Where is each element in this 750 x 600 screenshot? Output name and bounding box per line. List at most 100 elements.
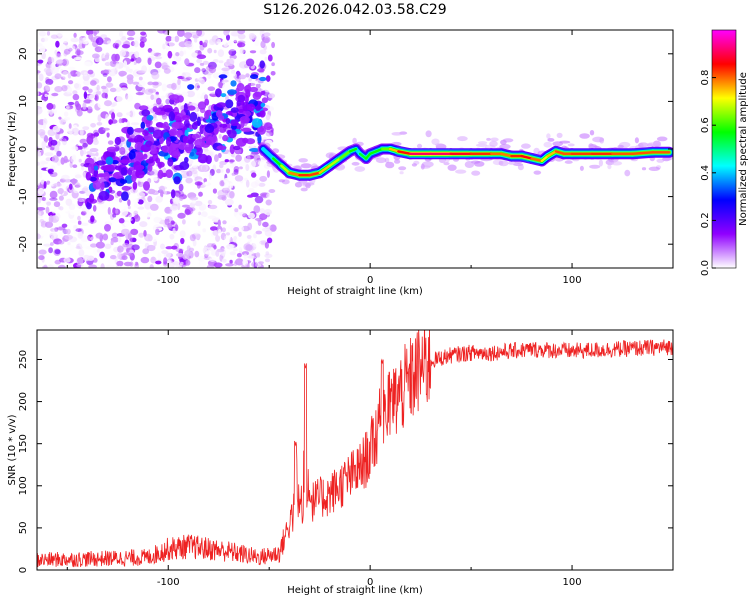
noise-blob <box>160 190 164 198</box>
top-y-tick-label: -10 <box>18 188 29 204</box>
noise-blob <box>86 106 93 114</box>
band-blob <box>127 138 139 143</box>
noise-blob <box>72 164 78 168</box>
noise-blob <box>94 94 99 102</box>
noise-blob <box>47 109 55 115</box>
noise-blob <box>225 198 234 206</box>
noise-blob <box>124 217 133 222</box>
noise-blob <box>111 112 116 120</box>
noise-blob <box>202 228 206 233</box>
noise-blob <box>43 181 47 189</box>
noise-blob <box>180 261 184 265</box>
noise-blob <box>45 157 51 162</box>
noise-blob <box>49 147 55 151</box>
band-blob <box>142 153 148 160</box>
noise-blob <box>63 155 68 164</box>
noise-blob <box>69 183 73 190</box>
halo-blob <box>471 170 481 176</box>
noise-blob <box>82 126 90 131</box>
band-blob <box>197 101 207 110</box>
noise-blob <box>37 129 46 136</box>
noise-blob <box>73 225 78 229</box>
noise-blob <box>72 187 80 194</box>
noise-blob <box>182 253 188 260</box>
noise-blob <box>175 248 184 253</box>
noise-blob <box>104 62 111 66</box>
band-blob <box>230 107 239 113</box>
noise-blob <box>209 168 215 176</box>
noise-blob <box>112 66 118 72</box>
noise-blob <box>79 78 83 82</box>
band-blob <box>250 74 259 80</box>
noise-blob <box>145 95 151 100</box>
noise-blob <box>118 70 127 77</box>
noise-blob <box>216 38 222 44</box>
noise-blob <box>62 138 67 146</box>
noise-blob <box>45 83 51 91</box>
noise-blob <box>144 242 150 249</box>
noise-blob <box>37 142 41 146</box>
noise-blob <box>238 186 242 194</box>
noise-blob <box>102 233 109 241</box>
noise-blob <box>205 30 213 37</box>
noise-blob <box>161 250 168 255</box>
noise-blob <box>55 59 65 66</box>
noise-blob <box>149 264 154 268</box>
noise-blob <box>102 40 107 45</box>
noise-blob <box>194 200 203 207</box>
noise-blob <box>248 78 252 82</box>
noise-blob <box>135 56 142 64</box>
noise-blob <box>88 264 97 268</box>
noise-blob <box>202 172 210 177</box>
noise-blob <box>74 184 81 188</box>
noise-blob <box>129 109 136 118</box>
noise-blob <box>247 222 253 231</box>
noise-blob <box>37 161 40 166</box>
noise-blob <box>197 220 201 227</box>
noise-blob <box>134 33 142 38</box>
band-blob <box>257 125 266 135</box>
noise-blob <box>176 252 184 257</box>
halo-blob <box>648 166 660 171</box>
noise-blob <box>51 209 56 214</box>
band-blob <box>140 144 152 153</box>
noise-blob <box>220 232 227 241</box>
noise-blob <box>194 37 198 43</box>
halo-blob <box>533 170 542 175</box>
snr-line <box>37 330 673 568</box>
noise-blob <box>229 159 235 163</box>
noise-blob <box>52 229 61 236</box>
noise-blob <box>231 172 236 176</box>
noise-blob <box>174 35 180 43</box>
band-blob <box>162 121 169 130</box>
noise-blob <box>129 110 134 118</box>
noise-blob <box>43 85 51 93</box>
noise-blob <box>92 205 97 212</box>
noise-blob <box>237 30 246 35</box>
band-blob <box>152 153 159 162</box>
noise-blob <box>126 94 133 102</box>
noise-blob <box>46 31 51 36</box>
band-blob <box>182 135 189 144</box>
noise-blob <box>38 255 45 261</box>
noise-blob <box>58 231 65 239</box>
noise-blob <box>266 237 273 244</box>
noise-blob <box>61 70 69 75</box>
halo-blob <box>647 142 657 146</box>
noise-blob <box>197 77 204 81</box>
noise-blob <box>196 85 200 89</box>
noise-blob <box>107 76 112 83</box>
noise-blob <box>123 205 128 210</box>
noise-blob <box>169 205 179 211</box>
noise-blob <box>74 174 82 179</box>
band-blob <box>119 159 131 164</box>
noise-blob <box>123 121 127 127</box>
noise-blob <box>206 264 214 268</box>
noise-blob <box>163 215 170 220</box>
noise-blob <box>37 187 45 196</box>
band-blob <box>146 114 154 121</box>
band-blob <box>157 169 164 179</box>
halo-blob <box>300 163 312 169</box>
noise-blob <box>67 241 71 246</box>
noise-blob <box>196 30 203 37</box>
